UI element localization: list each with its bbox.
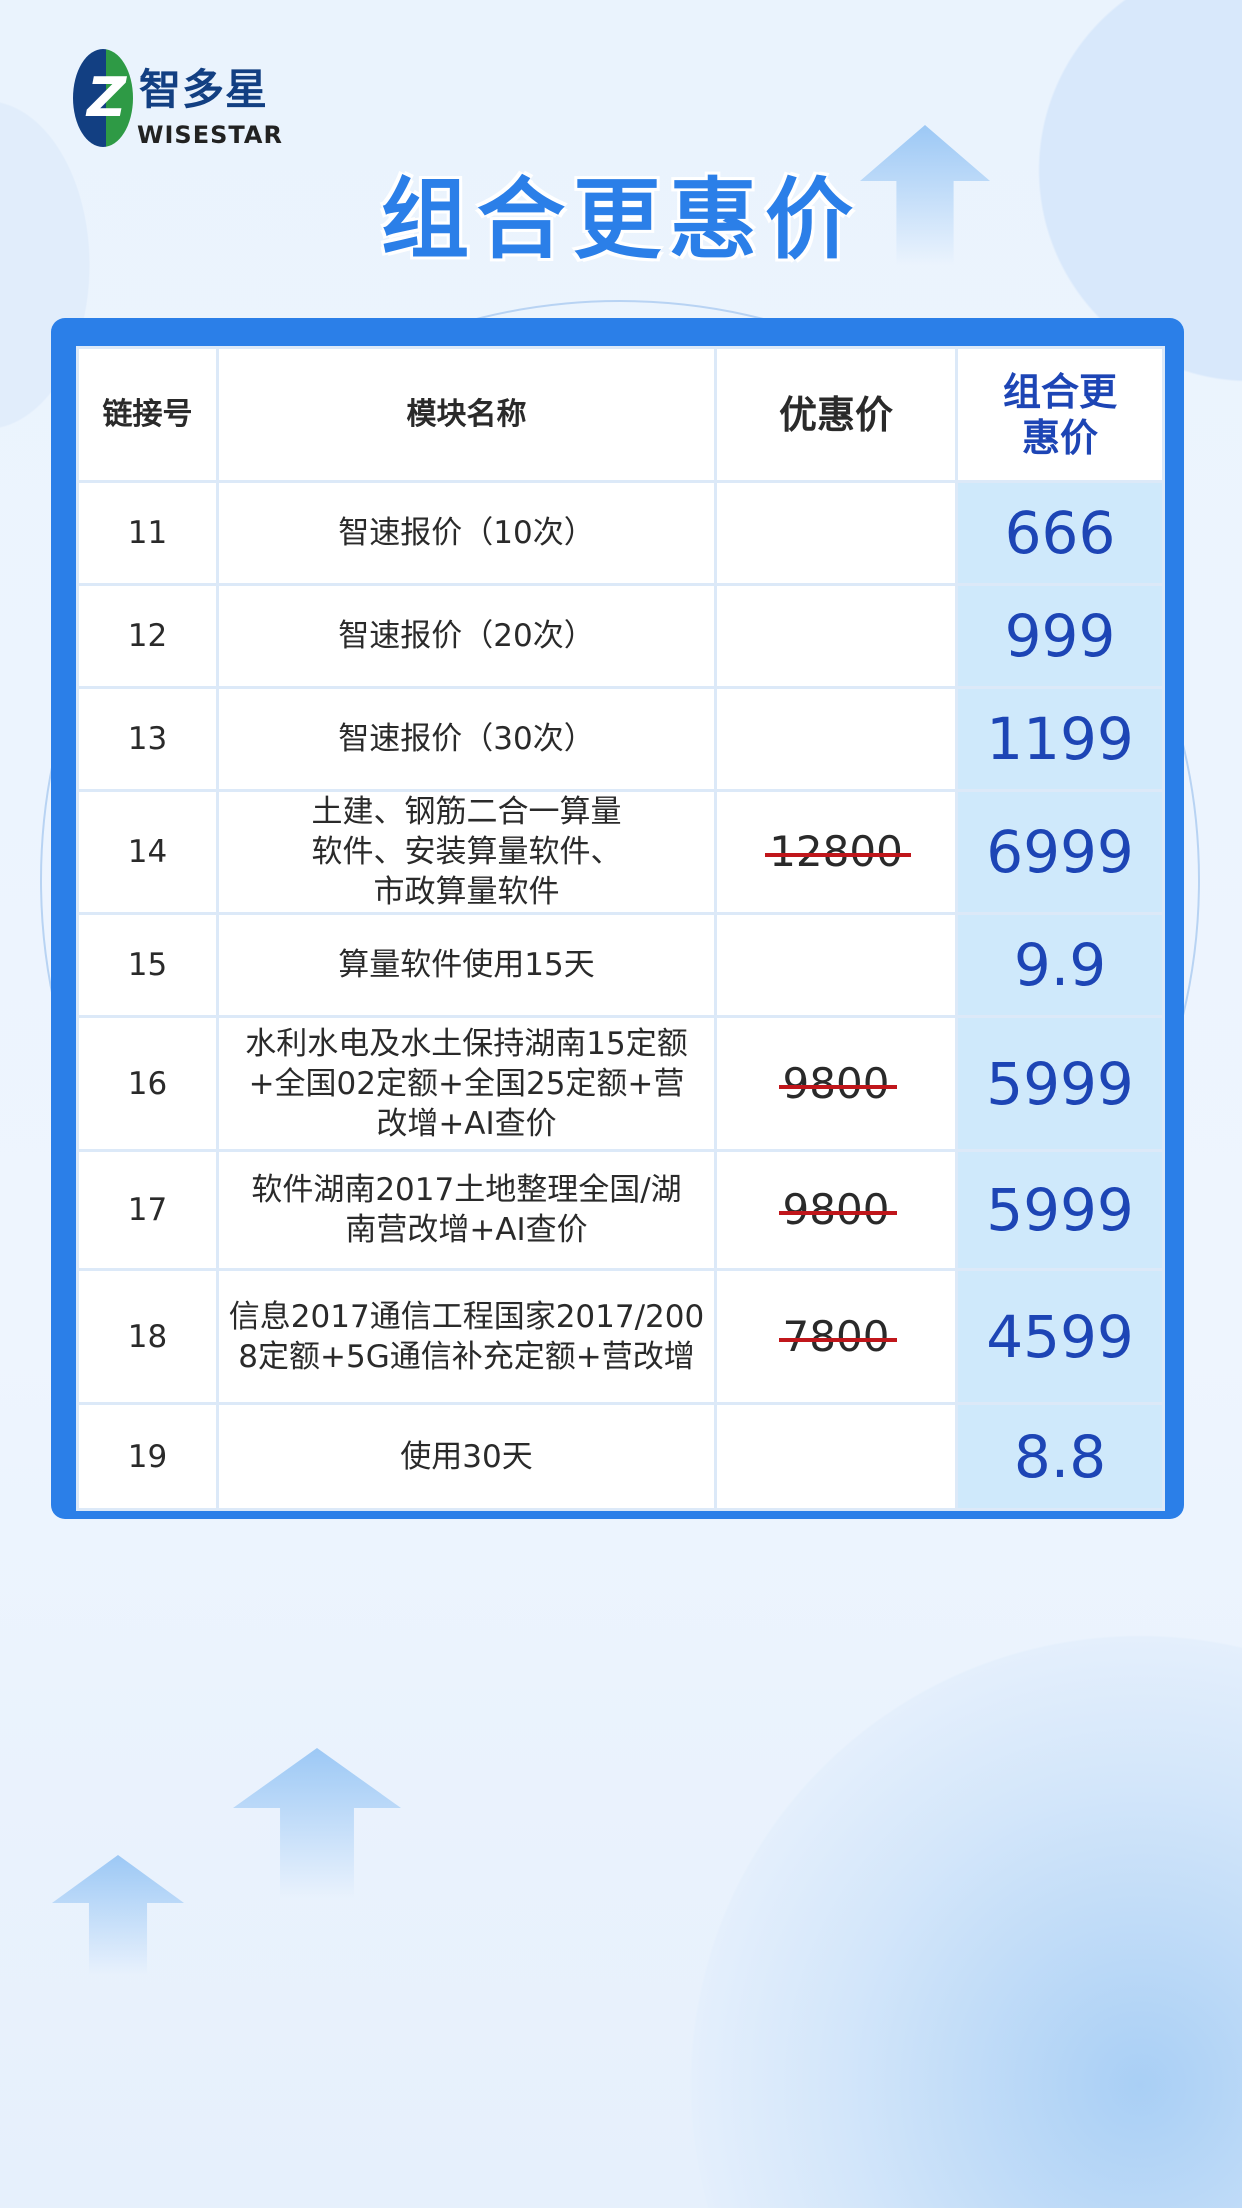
row-name: 水利水电及水土保持湖南15定额+全国02定额+全国25定额+营改增+AI查价 [219,1018,714,1149]
row-id: 18 [79,1271,216,1402]
row-original-price [717,915,955,1015]
row-id: 17 [79,1152,216,1268]
row-original-price: 9800 [717,1018,955,1149]
row-combo-price: 8.8 [958,1405,1162,1508]
row-id: 15 [79,915,216,1015]
module-name: 水利水电及水土保持湖南15定额+全国02定额+全国25定额+营改增+AI查价 [245,1025,688,1142]
arrow-up-icon [233,1748,401,1898]
module-name: 智速报价（10次） [338,515,595,551]
logo-icon: Z [73,49,133,147]
row-name: 使用30天 [219,1405,714,1508]
strikethrough-price: 12800 [765,827,911,876]
row-original-price: 9800 [717,1152,955,1268]
row-original-price [717,586,955,686]
row-combo-price: 5999 [958,1018,1162,1149]
module-name: 软件湖南2017土地整理全国/湖南营改增+AI查价 [251,1172,682,1248]
module-name: 使用30天 [400,1438,533,1475]
row-id: 16 [79,1018,216,1149]
table-row: 12 智速报价（20次） 999 [79,586,1162,686]
row-combo-price: 9.9 [958,915,1162,1015]
brand-name-en: WISESTAR [137,121,283,149]
arrow-up-icon [52,1855,184,1975]
row-name: 智速报价（20次） [219,586,714,686]
price-table: 链接号 模块名称 优惠价 组合更惠价 11 智速报价（10次） 666 12 智速… [76,346,1165,1511]
header-discount: 优惠价 [717,349,955,480]
header-combo: 组合更惠价 [958,349,1162,480]
table-row: 17 软件湖南2017土地整理全国/湖南营改增+AI查价 9800 5999 [79,1152,1162,1268]
brand-name-cn: 智多星 [139,65,269,114]
module-name: 土建、钢筋二合一算量软件、安装算量软件、市政算量软件 [311,794,622,910]
module-name: 算量软件使用15天 [338,947,595,983]
row-combo-price: 999 [958,586,1162,686]
table-row: 14 土建、钢筋二合一算量软件、安装算量软件、市政算量软件 12800 6999 [79,792,1162,912]
table-header-row: 链接号 模块名称 优惠价 组合更惠价 [79,349,1162,480]
row-id: 19 [79,1405,216,1508]
price-panel: 链接号 模块名称 优惠价 组合更惠价 11 智速报价（10次） 666 12 智速… [51,318,1184,1519]
table-row: 18 信息2017通信工程国家2017/2008定额+5G通信补充定额+营改增 … [79,1271,1162,1402]
module-name: 智速报价（30次） [338,721,595,757]
table-row: 11 智速报价（10次） 666 [79,483,1162,583]
module-name: 信息2017通信工程国家2017/2008定额+5G通信补充定额+营改增 [228,1298,705,1375]
module-name: 智速报价（20次） [338,618,595,654]
row-id: 14 [79,792,216,912]
table-row: 13 智速报价（30次） 1199 [79,689,1162,789]
row-id: 11 [79,483,216,583]
strikethrough-price: 9800 [778,1058,898,1108]
row-original-price [717,689,955,789]
row-name: 智速报价（30次） [219,689,714,789]
row-name: 算量软件使用15天 [219,915,714,1015]
row-combo-price: 666 [958,483,1162,583]
row-combo-price: 4599 [958,1271,1162,1402]
table-row: 16 水利水电及水土保持湖南15定额+全国02定额+全国25定额+营改增+AI查… [79,1018,1162,1149]
row-original-price: 12800 [717,792,955,912]
row-original-price [717,483,955,583]
row-name: 软件湖南2017土地整理全国/湖南营改增+AI查价 [219,1152,714,1268]
row-name: 智速报价（10次） [219,483,714,583]
row-name: 土建、钢筋二合一算量软件、安装算量软件、市政算量软件 [219,792,714,912]
header-name: 模块名称 [219,349,714,480]
table-row: 15 算量软件使用15天 9.9 [79,915,1162,1015]
table-row: 19 使用30天 8.8 [79,1405,1162,1508]
page-title: 组合更惠价 [380,168,861,271]
row-combo-price: 6999 [958,792,1162,912]
brand-logo: Z 智多星 WISESTAR [73,49,318,153]
row-id: 13 [79,689,216,789]
row-name: 信息2017通信工程国家2017/2008定额+5G通信补充定额+营改增 [219,1271,714,1402]
strikethrough-price: 7800 [778,1311,898,1361]
row-original-price: 7800 [717,1271,955,1402]
header-id: 链接号 [79,349,216,480]
row-original-price [717,1405,955,1508]
row-combo-price: 1199 [958,689,1162,789]
row-id: 12 [79,586,216,686]
strikethrough-price: 9800 [778,1185,898,1234]
row-combo-price: 5999 [958,1152,1162,1268]
